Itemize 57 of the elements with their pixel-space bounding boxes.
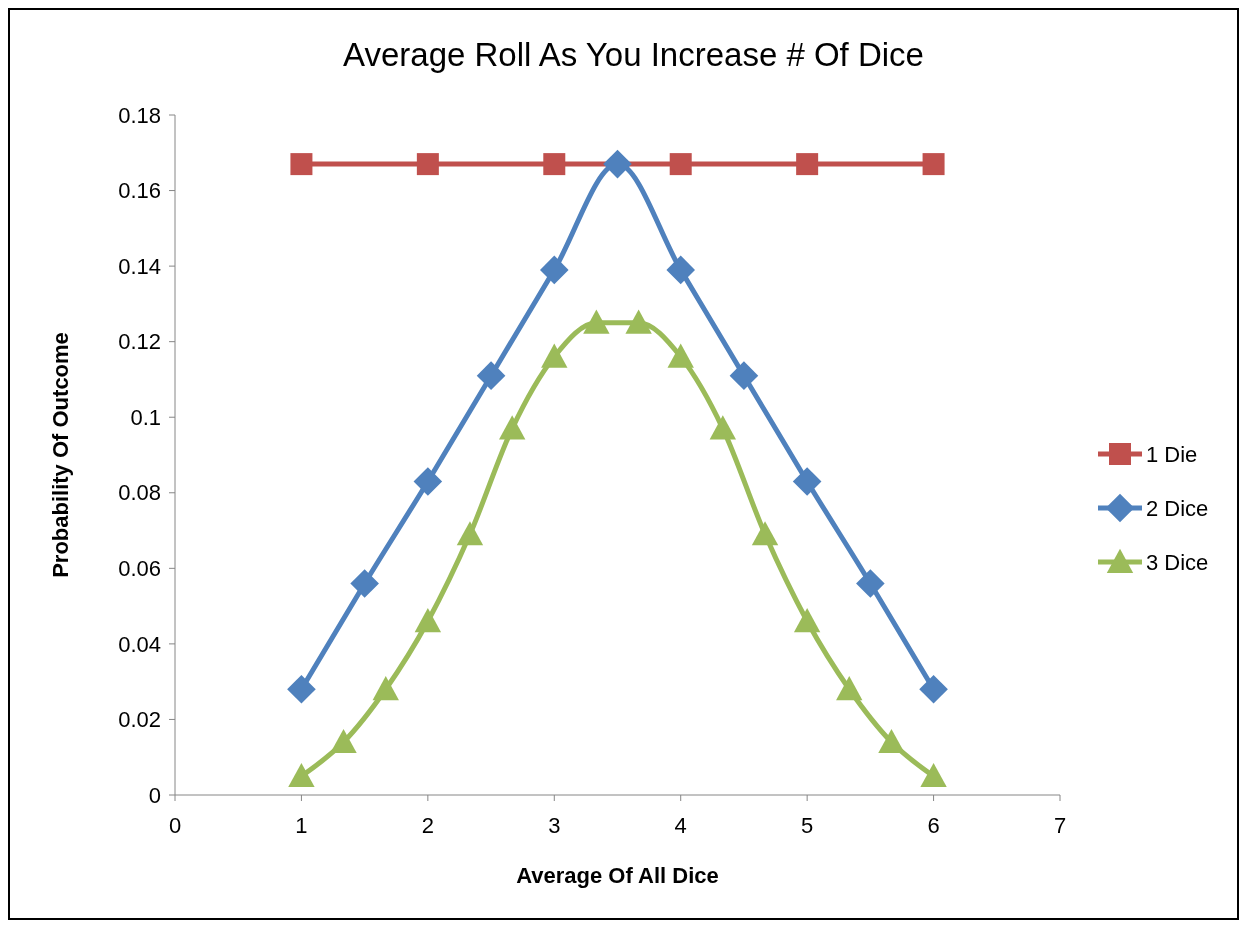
point — [603, 149, 632, 179]
point — [793, 608, 821, 633]
point — [729, 361, 759, 390]
point — [922, 153, 945, 176]
x-tick-label: 7 — [1053, 813, 1067, 838]
point — [456, 521, 484, 546]
point — [287, 674, 316, 704]
legend-label: 2 Dice — [1146, 495, 1209, 521]
x-axis-title: Average Of All Dice — [516, 863, 719, 888]
point — [625, 309, 652, 334]
point — [878, 728, 905, 754]
point — [416, 153, 439, 176]
point — [350, 569, 379, 598]
y-tick-label: 0 — [148, 782, 161, 808]
point — [290, 153, 313, 176]
x-tick-label: 2 — [421, 813, 434, 838]
x-tick-label: 5 — [801, 813, 814, 838]
y-tick-label: 0.14 — [118, 253, 161, 279]
point — [476, 361, 506, 390]
legend-label: 1 Die — [1146, 441, 1198, 467]
point — [796, 153, 819, 176]
y-tick-label: 0.12 — [118, 329, 161, 355]
y-tick-label: 0.18 — [118, 102, 161, 128]
x-tick-label: 3 — [548, 813, 561, 838]
x-tick-label: 0 — [168, 813, 182, 838]
point — [543, 153, 566, 176]
point — [792, 467, 822, 496]
legend-label: 3 Dice — [1146, 549, 1209, 575]
y-tick-label: 0.08 — [118, 480, 161, 506]
point — [709, 415, 737, 440]
point — [372, 676, 399, 701]
y-tick-label: 0.06 — [118, 556, 161, 582]
y-tick-label: 0.04 — [118, 631, 161, 657]
point — [666, 255, 696, 285]
point — [919, 674, 948, 704]
point — [836, 676, 863, 701]
point — [288, 762, 315, 788]
x-tick-label: 6 — [927, 813, 940, 838]
x-tick-label: 4 — [674, 813, 687, 838]
point — [583, 309, 610, 334]
point — [541, 343, 568, 368]
point — [920, 762, 947, 788]
point — [498, 415, 526, 440]
y-tick-label: 0.16 — [118, 178, 161, 204]
y-axis-title: Probability Of Outcome — [48, 332, 73, 578]
point — [414, 608, 442, 633]
point — [539, 255, 569, 285]
point — [751, 521, 779, 546]
point — [856, 569, 885, 598]
point — [669, 153, 692, 176]
y-tick-label: 0.1 — [130, 404, 161, 430]
chart-title: Average Roll As You Increase # Of Dice — [343, 36, 924, 73]
point — [667, 343, 694, 368]
point — [413, 467, 443, 496]
y-tick-label: 0.02 — [118, 707, 161, 733]
x-tick-label: 1 — [295, 813, 308, 838]
point — [330, 728, 357, 754]
